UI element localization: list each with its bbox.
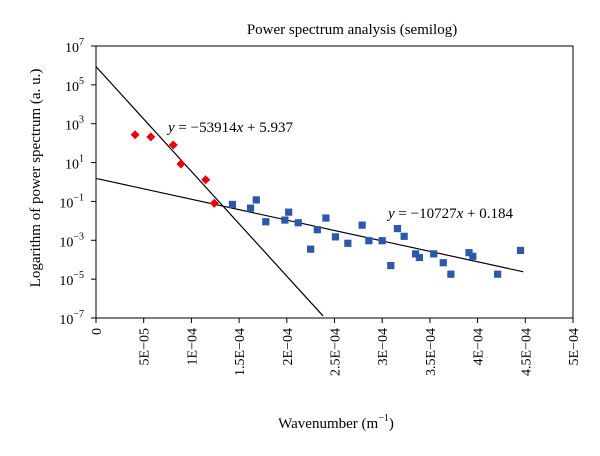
y-tick-label: 101 bbox=[65, 154, 84, 173]
blue-square-point bbox=[469, 252, 477, 260]
y-tick-label: 103 bbox=[65, 115, 84, 134]
y-tick-base: 10 bbox=[59, 313, 73, 328]
eq1-mid: = −53914 bbox=[175, 120, 237, 136]
x-tick-label: 4.5E−04 bbox=[519, 328, 534, 376]
blue-square-point bbox=[378, 237, 386, 245]
blue-square-point bbox=[516, 246, 525, 255]
y-tick-exponent: 5 bbox=[79, 76, 84, 87]
red-diamond-point bbox=[168, 140, 178, 150]
y-tick-base: 10 bbox=[59, 274, 73, 289]
blue-square-point bbox=[415, 253, 424, 262]
y-tick-exponent: 7 bbox=[79, 37, 84, 48]
eq2-y: y bbox=[386, 206, 395, 222]
fit-equation-blue: y = −10727x + 0.184 bbox=[386, 206, 513, 222]
blue-square-point bbox=[322, 214, 330, 222]
y-tick-exponent: 1 bbox=[79, 154, 84, 165]
blue-square-point bbox=[252, 196, 260, 204]
red-diamond-point bbox=[209, 198, 219, 208]
eq1-y: y bbox=[166, 120, 175, 136]
trend-line-1 bbox=[96, 66, 324, 317]
eq2-x: x bbox=[456, 206, 464, 222]
y-tick-exponent: 3 bbox=[79, 115, 84, 126]
blue-square-point bbox=[387, 261, 395, 270]
x-tick-label: 1.5E−04 bbox=[233, 328, 248, 376]
x-tick-label: 3E−04 bbox=[376, 328, 391, 365]
x-axis-label-close: ) bbox=[389, 416, 394, 432]
blue-square-point bbox=[331, 233, 340, 241]
y-tick-label: 105 bbox=[65, 76, 84, 95]
x-axis-label-text: Wavenumber (m bbox=[278, 416, 378, 432]
blue-square-point bbox=[439, 259, 447, 267]
blue-square-point bbox=[228, 200, 237, 209]
y-tick-base: 10 bbox=[65, 119, 79, 134]
blue-square-point bbox=[307, 245, 315, 253]
y-axis-label: Logarithm of power spectrum (a. u.) bbox=[28, 69, 44, 288]
y-tick-label: 107 bbox=[65, 37, 84, 56]
eq2-mid: = −10727 bbox=[395, 206, 457, 222]
y-tick-label: 10−3 bbox=[59, 231, 84, 250]
blue-square-point bbox=[262, 218, 270, 226]
red-diamond-point bbox=[176, 159, 186, 169]
x-tick-label: 5E−05 bbox=[138, 328, 153, 365]
blue-square-point bbox=[344, 239, 352, 247]
y-tick-exponent: −3 bbox=[73, 231, 84, 242]
blue-square-point bbox=[365, 237, 373, 245]
blue-square-point bbox=[246, 204, 255, 212]
y-tick-exponent: −7 bbox=[73, 309, 84, 320]
blue-square-point bbox=[465, 249, 473, 257]
blue-square-point bbox=[494, 270, 502, 278]
blue-square-point bbox=[281, 216, 289, 224]
y-tick-base: 10 bbox=[65, 41, 79, 56]
trend-line-2 bbox=[96, 177, 524, 273]
x-tick-label: 4E−04 bbox=[472, 328, 487, 365]
x-tick-label: 2.5E−04 bbox=[329, 328, 344, 376]
blue-square-point bbox=[393, 224, 402, 233]
x-tick-label: 5E−04 bbox=[567, 328, 582, 365]
x-axis-label: Wavenumber (m−1) bbox=[278, 413, 394, 432]
y-tick-base: 10 bbox=[59, 235, 73, 250]
x-tick-label: 3.5E−04 bbox=[424, 328, 439, 376]
y-tick-base: 10 bbox=[59, 196, 73, 211]
eq2-suf: + 0.184 bbox=[463, 206, 513, 222]
y-tick-base: 10 bbox=[65, 80, 79, 95]
blue-square-point bbox=[411, 250, 420, 258]
x-tick-label: 0 bbox=[90, 328, 105, 335]
x-axis-label-sup: −1 bbox=[378, 413, 389, 424]
eq1-suf: + 5.937 bbox=[243, 120, 293, 136]
blue-square-point bbox=[400, 232, 408, 240]
y-tick-exponent: −1 bbox=[73, 192, 84, 203]
y-axis-title: Logarithm of power spectrum (a. u.) bbox=[28, 69, 44, 288]
x-tick-label: 1E−04 bbox=[185, 328, 200, 365]
y-tick-label: 10−7 bbox=[59, 309, 84, 328]
chart-title: Power spectrum analysis (semilog) bbox=[247, 22, 457, 38]
x-tick-label: 2E−04 bbox=[281, 328, 296, 365]
fit-equation-red: y = −53914x + 5.937 bbox=[166, 120, 293, 136]
blue-square-point bbox=[294, 219, 302, 227]
red-diamond-point bbox=[130, 130, 140, 140]
y-tick-exponent: −5 bbox=[73, 270, 84, 281]
blue-square-point bbox=[285, 208, 293, 216]
blue-square-point bbox=[447, 270, 455, 278]
plot-frame bbox=[95, 45, 574, 319]
red-diamond-point bbox=[146, 132, 156, 142]
y-tick-label: 10−5 bbox=[59, 270, 84, 289]
y-tick-base: 10 bbox=[65, 158, 79, 173]
blue-square-point bbox=[430, 250, 438, 258]
eq1-x: x bbox=[236, 120, 244, 136]
blue-square-point bbox=[313, 226, 321, 234]
y-tick-label: 10−1 bbox=[59, 192, 84, 211]
blue-square-point bbox=[358, 221, 366, 229]
red-diamond-point bbox=[201, 175, 211, 185]
